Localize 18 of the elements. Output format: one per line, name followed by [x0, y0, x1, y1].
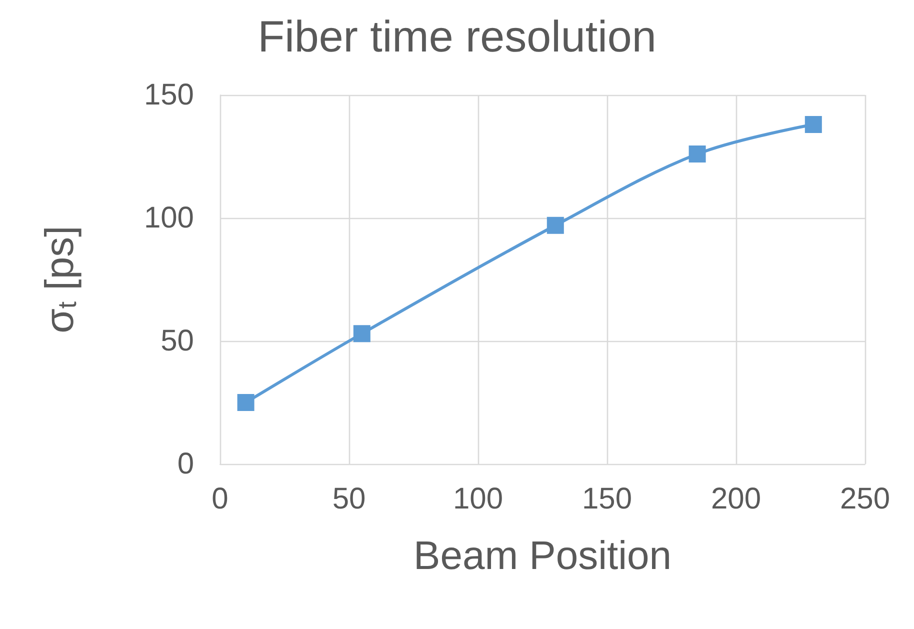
point — [804, 116, 822, 134]
x-tick-label: 100 — [452, 482, 504, 516]
point — [237, 394, 254, 411]
point — [688, 146, 706, 163]
x-tick-label: 0 — [212, 482, 228, 516]
x-tick-label: 50 — [332, 482, 366, 516]
y-tick-label: 150 — [144, 78, 194, 112]
x-tick-label: 150 — [582, 482, 632, 516]
y-tick-label: 50 — [160, 324, 194, 358]
y-axis-title: σt [ps] — [38, 226, 82, 334]
y-tick-label: 0 — [177, 448, 194, 480]
y-tick-label: 100 — [144, 202, 194, 234]
x-tick-label: 250 — [840, 482, 890, 516]
x-tick-label: 200 — [710, 482, 762, 516]
point — [546, 216, 564, 234]
x-axis-title: Beam Position — [414, 534, 672, 578]
point — [353, 325, 370, 342]
chart-title: Fiber time resolution — [258, 12, 656, 62]
